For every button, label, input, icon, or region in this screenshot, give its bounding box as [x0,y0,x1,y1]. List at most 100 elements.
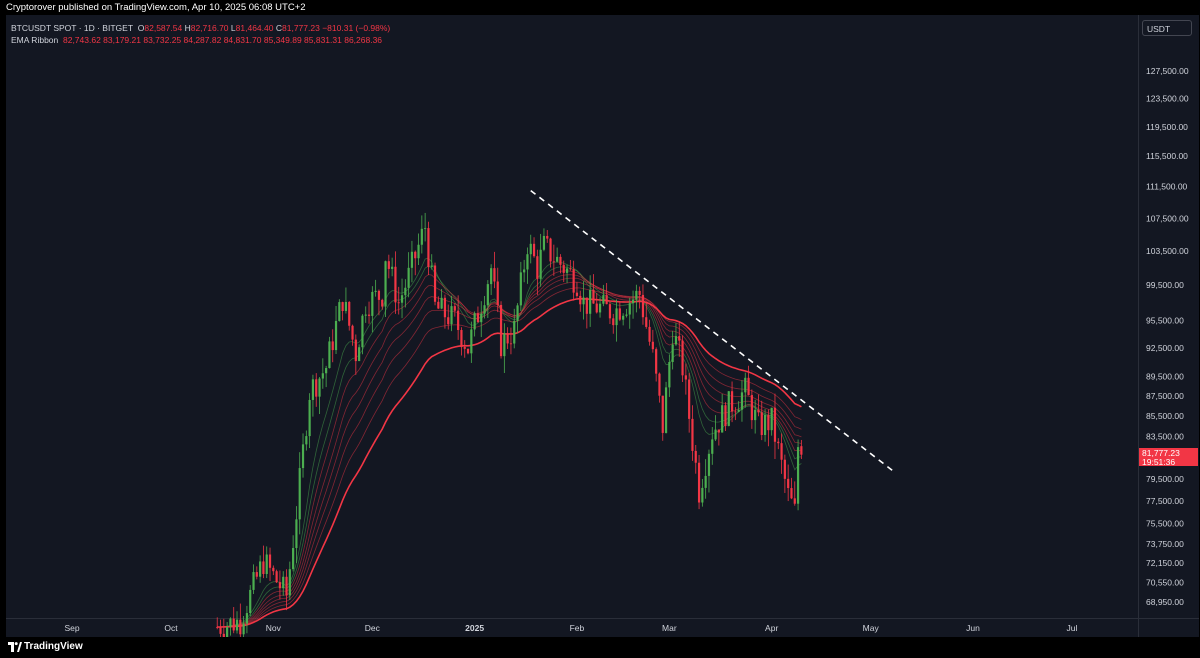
candle-body [377,290,381,300]
candle-body [730,391,734,412]
candle-body [437,301,440,309]
symbol-label[interactable]: BTCUSDT SPOT · 1D · BITGET [11,23,134,33]
candle-body [364,314,367,316]
candle-body [301,444,305,469]
tradingview-brand[interactable]: TradingView [24,641,83,652]
time-tick-label: Oct [164,623,178,633]
candle-body [615,308,618,326]
candle-body [470,329,473,354]
time-tick-label: Mar [662,623,677,633]
publish-info: Cryptorover published on TradingView.com… [6,2,306,13]
footer-bar: TradingView [0,637,1200,658]
candle-body [539,249,542,279]
candle-body [414,251,417,259]
candle-body [242,623,245,635]
chart-pane[interactable] [6,15,1138,618]
ema-row: EMA Ribbon 82,743.62 83,179.21 83,732.25… [11,34,390,46]
candle-body [556,256,559,262]
candle-body [612,318,615,326]
candle-body [391,266,394,269]
time-scale[interactable] [6,618,1138,638]
candle-body [351,325,354,340]
candle-body [440,297,443,309]
candle-body [572,269,575,293]
candle-body [575,292,579,296]
low-value: 81,464.40 [235,23,274,33]
candle-body [569,268,572,270]
price-tick-label: 73,750.00 [1146,539,1184,549]
price-tick-label: 75,500.00 [1146,519,1184,529]
candle-body [664,387,668,433]
candle-body [635,290,638,300]
candle-body [424,228,427,229]
price-tick-label: 119,500.00 [1146,122,1188,132]
candle-body [450,306,453,325]
open-value: 82,587.54 [144,23,183,33]
candle-body [226,626,229,638]
price-tick-label: 95,500.00 [1146,316,1184,326]
ema-ribbon-label[interactable]: EMA Ribbon [11,35,59,45]
candle-body [259,561,262,577]
candle-body [400,295,404,303]
price-tick-label: 99,500.00 [1146,280,1184,290]
candle-body [235,619,239,631]
candle-body [780,443,783,460]
candle-body [371,291,374,316]
candle-body [674,336,678,345]
candle-body [552,261,555,263]
candle-body [796,447,800,504]
candle-body [684,375,687,380]
candle-body [328,341,331,369]
candle-body [668,362,671,388]
candle-body [724,405,727,426]
candle-body [648,326,651,342]
price-scale[interactable] [1138,15,1199,618]
candle-body [295,519,298,549]
candle-body [275,571,278,583]
price-tick-label: 72,150.00 [1146,558,1184,568]
candle-body [410,251,414,268]
high-label: H [184,23,191,33]
price-tick-label: 115,500.00 [1146,151,1188,161]
currency-button[interactable]: USDT [1142,20,1192,36]
candle-body [565,268,569,273]
candle-body [249,589,252,614]
candle-body [641,294,645,318]
candle-body [602,295,605,304]
candle-body [447,317,450,325]
candle-body [704,475,707,488]
candle-body [318,378,321,397]
candle-body [691,418,694,451]
price-tick-label: 70,550.00 [1146,577,1184,587]
candle-body [519,272,522,306]
candle-body [546,235,549,239]
candle-body [496,281,499,305]
scale-corner [1138,618,1199,638]
price-tick-label: 127,500.00 [1146,66,1189,76]
candle-body [265,554,268,574]
candle-body [562,264,565,273]
candle-body [490,268,493,285]
candle-body [618,308,621,320]
candle-body [589,289,592,314]
candle-body [443,297,447,318]
price-tick-label: 77,500.00 [1146,496,1184,506]
time-tick-label: Jul [1067,623,1078,633]
tradingview-logo-icon[interactable] [8,642,22,652]
candle-body [549,238,552,262]
candle-body [321,373,324,379]
candle-body [651,341,654,350]
candle-body [252,572,255,590]
candle-body [338,302,341,321]
candle-body [463,347,466,349]
price-tick-label: 87,500.00 [1146,391,1184,401]
candle-body [697,462,701,503]
close-label: C [275,23,282,33]
time-tick-label: Apr [765,623,778,633]
ema-line [217,277,802,628]
candle-body [457,310,460,331]
candle-body [288,569,291,596]
candle-body [625,314,628,316]
candle-body [688,379,691,419]
open-label: O [137,23,145,33]
